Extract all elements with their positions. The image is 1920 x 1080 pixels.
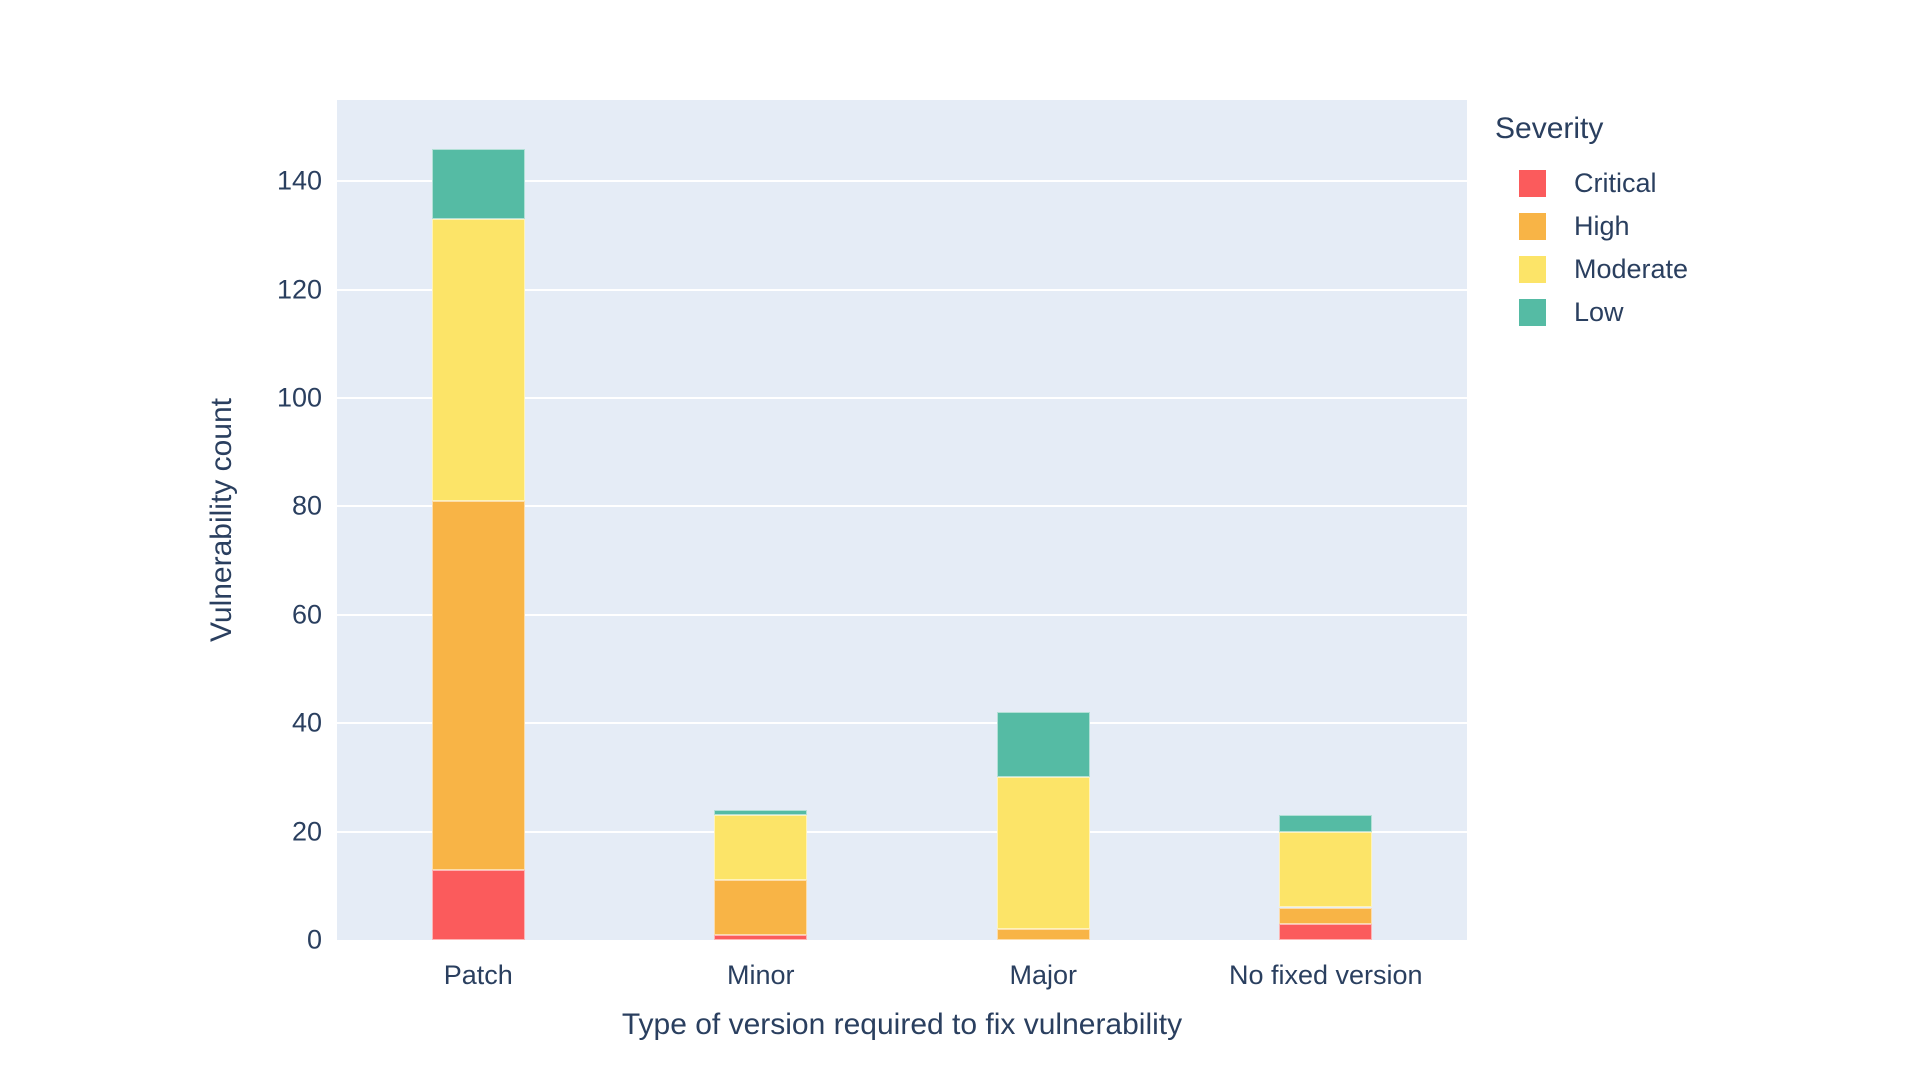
gridline-y-80	[337, 505, 1467, 508]
bar-segment-moderate[interactable]	[1279, 831, 1373, 908]
bar-patch	[431, 100, 525, 940]
legend-swatch-low	[1519, 299, 1546, 326]
y-tick-label: 80	[291, 490, 322, 521]
bar-segment-low[interactable]	[996, 712, 1090, 778]
bar-segment-low[interactable]	[714, 809, 808, 816]
legend-item-high[interactable]: High	[1495, 205, 1688, 248]
legend-label: Moderate	[1574, 254, 1689, 284]
x-tick-label: No fixed version	[1228, 960, 1423, 990]
legend-item-critical[interactable]: Critical	[1495, 162, 1688, 205]
bar-segment-moderate[interactable]	[431, 219, 525, 502]
y-tick-label: 20	[291, 816, 322, 847]
gridline-y-120	[337, 288, 1467, 291]
gridline-y-140	[337, 180, 1467, 183]
bar-minor	[714, 100, 808, 940]
bar-segment-low[interactable]	[431, 148, 525, 220]
y-axis-title: Vulnerability count	[205, 397, 238, 643]
legend-title: Severity	[1495, 112, 1604, 145]
gridline-y-100	[337, 397, 1467, 400]
legend: Severity Critical High Moderate Low	[1495, 112, 1688, 334]
bar-segment-critical[interactable]	[431, 869, 525, 940]
bar-segment-moderate[interactable]	[714, 815, 808, 881]
bar-segment-high[interactable]	[714, 880, 808, 935]
gridline-y-20	[337, 830, 1467, 833]
legend-item-low[interactable]: Low	[1495, 291, 1688, 334]
x-tick-label: Minor	[726, 960, 795, 990]
x-axis-title: Type of version required to fix vulnerab…	[621, 1008, 1183, 1041]
y-tick-label: 140	[276, 165, 322, 196]
bar-segment-high[interactable]	[1279, 907, 1373, 924]
bar-segment-moderate[interactable]	[996, 777, 1090, 930]
legend-items: Critical High Moderate Low	[1495, 162, 1688, 334]
bar-no-fixed-version	[1279, 100, 1373, 940]
bar-segment-high[interactable]	[996, 929, 1090, 940]
x-tick-label: Major	[1009, 960, 1078, 990]
legend-swatch-high	[1519, 213, 1546, 240]
legend-label: Low	[1574, 297, 1624, 327]
legend-label: Critical	[1574, 168, 1657, 198]
y-tick-label: 100	[276, 382, 322, 413]
bar-segment-low[interactable]	[1279, 815, 1373, 832]
bar-segment-critical[interactable]	[1279, 923, 1373, 940]
gridline-y-60	[337, 613, 1467, 616]
gridline-y-40	[337, 722, 1467, 725]
legend-swatch-moderate	[1519, 256, 1546, 283]
legend-item-moderate[interactable]: Moderate	[1495, 248, 1688, 291]
bar-major	[996, 100, 1090, 940]
bar-segment-critical[interactable]	[714, 934, 808, 940]
y-tick-label: 60	[291, 599, 322, 630]
legend-swatch-critical	[1519, 170, 1546, 197]
y-tick-label: 40	[291, 707, 322, 738]
x-tick-label: Patch	[443, 960, 513, 990]
plot-area	[337, 100, 1467, 940]
legend-label: High	[1574, 211, 1630, 241]
y-tick-label: 120	[276, 274, 322, 305]
y-tick-label: 0	[306, 924, 322, 955]
bar-segment-high[interactable]	[431, 501, 525, 870]
